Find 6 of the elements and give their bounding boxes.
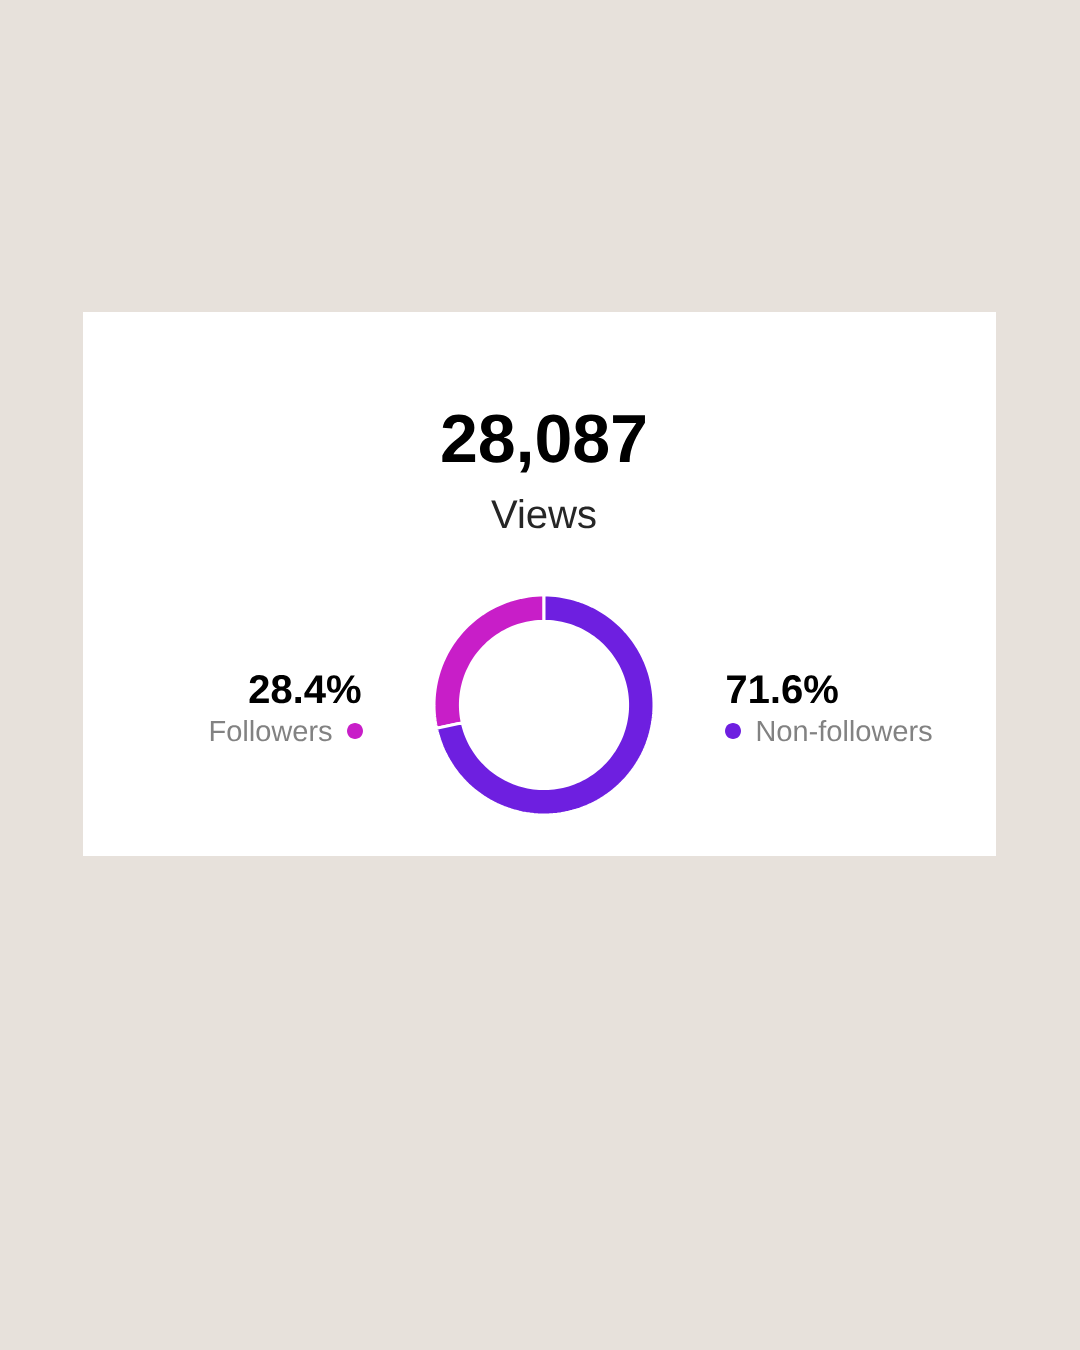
data-label: 71.6% [727,675,838,704]
data-label: 28.4% [249,675,361,704]
chart-title: 28,087 [442,414,645,473]
chart-subtitle: Views [491,499,596,529]
legend-label: Non-followers [757,719,932,742]
slice-label: Followers [210,719,332,742]
